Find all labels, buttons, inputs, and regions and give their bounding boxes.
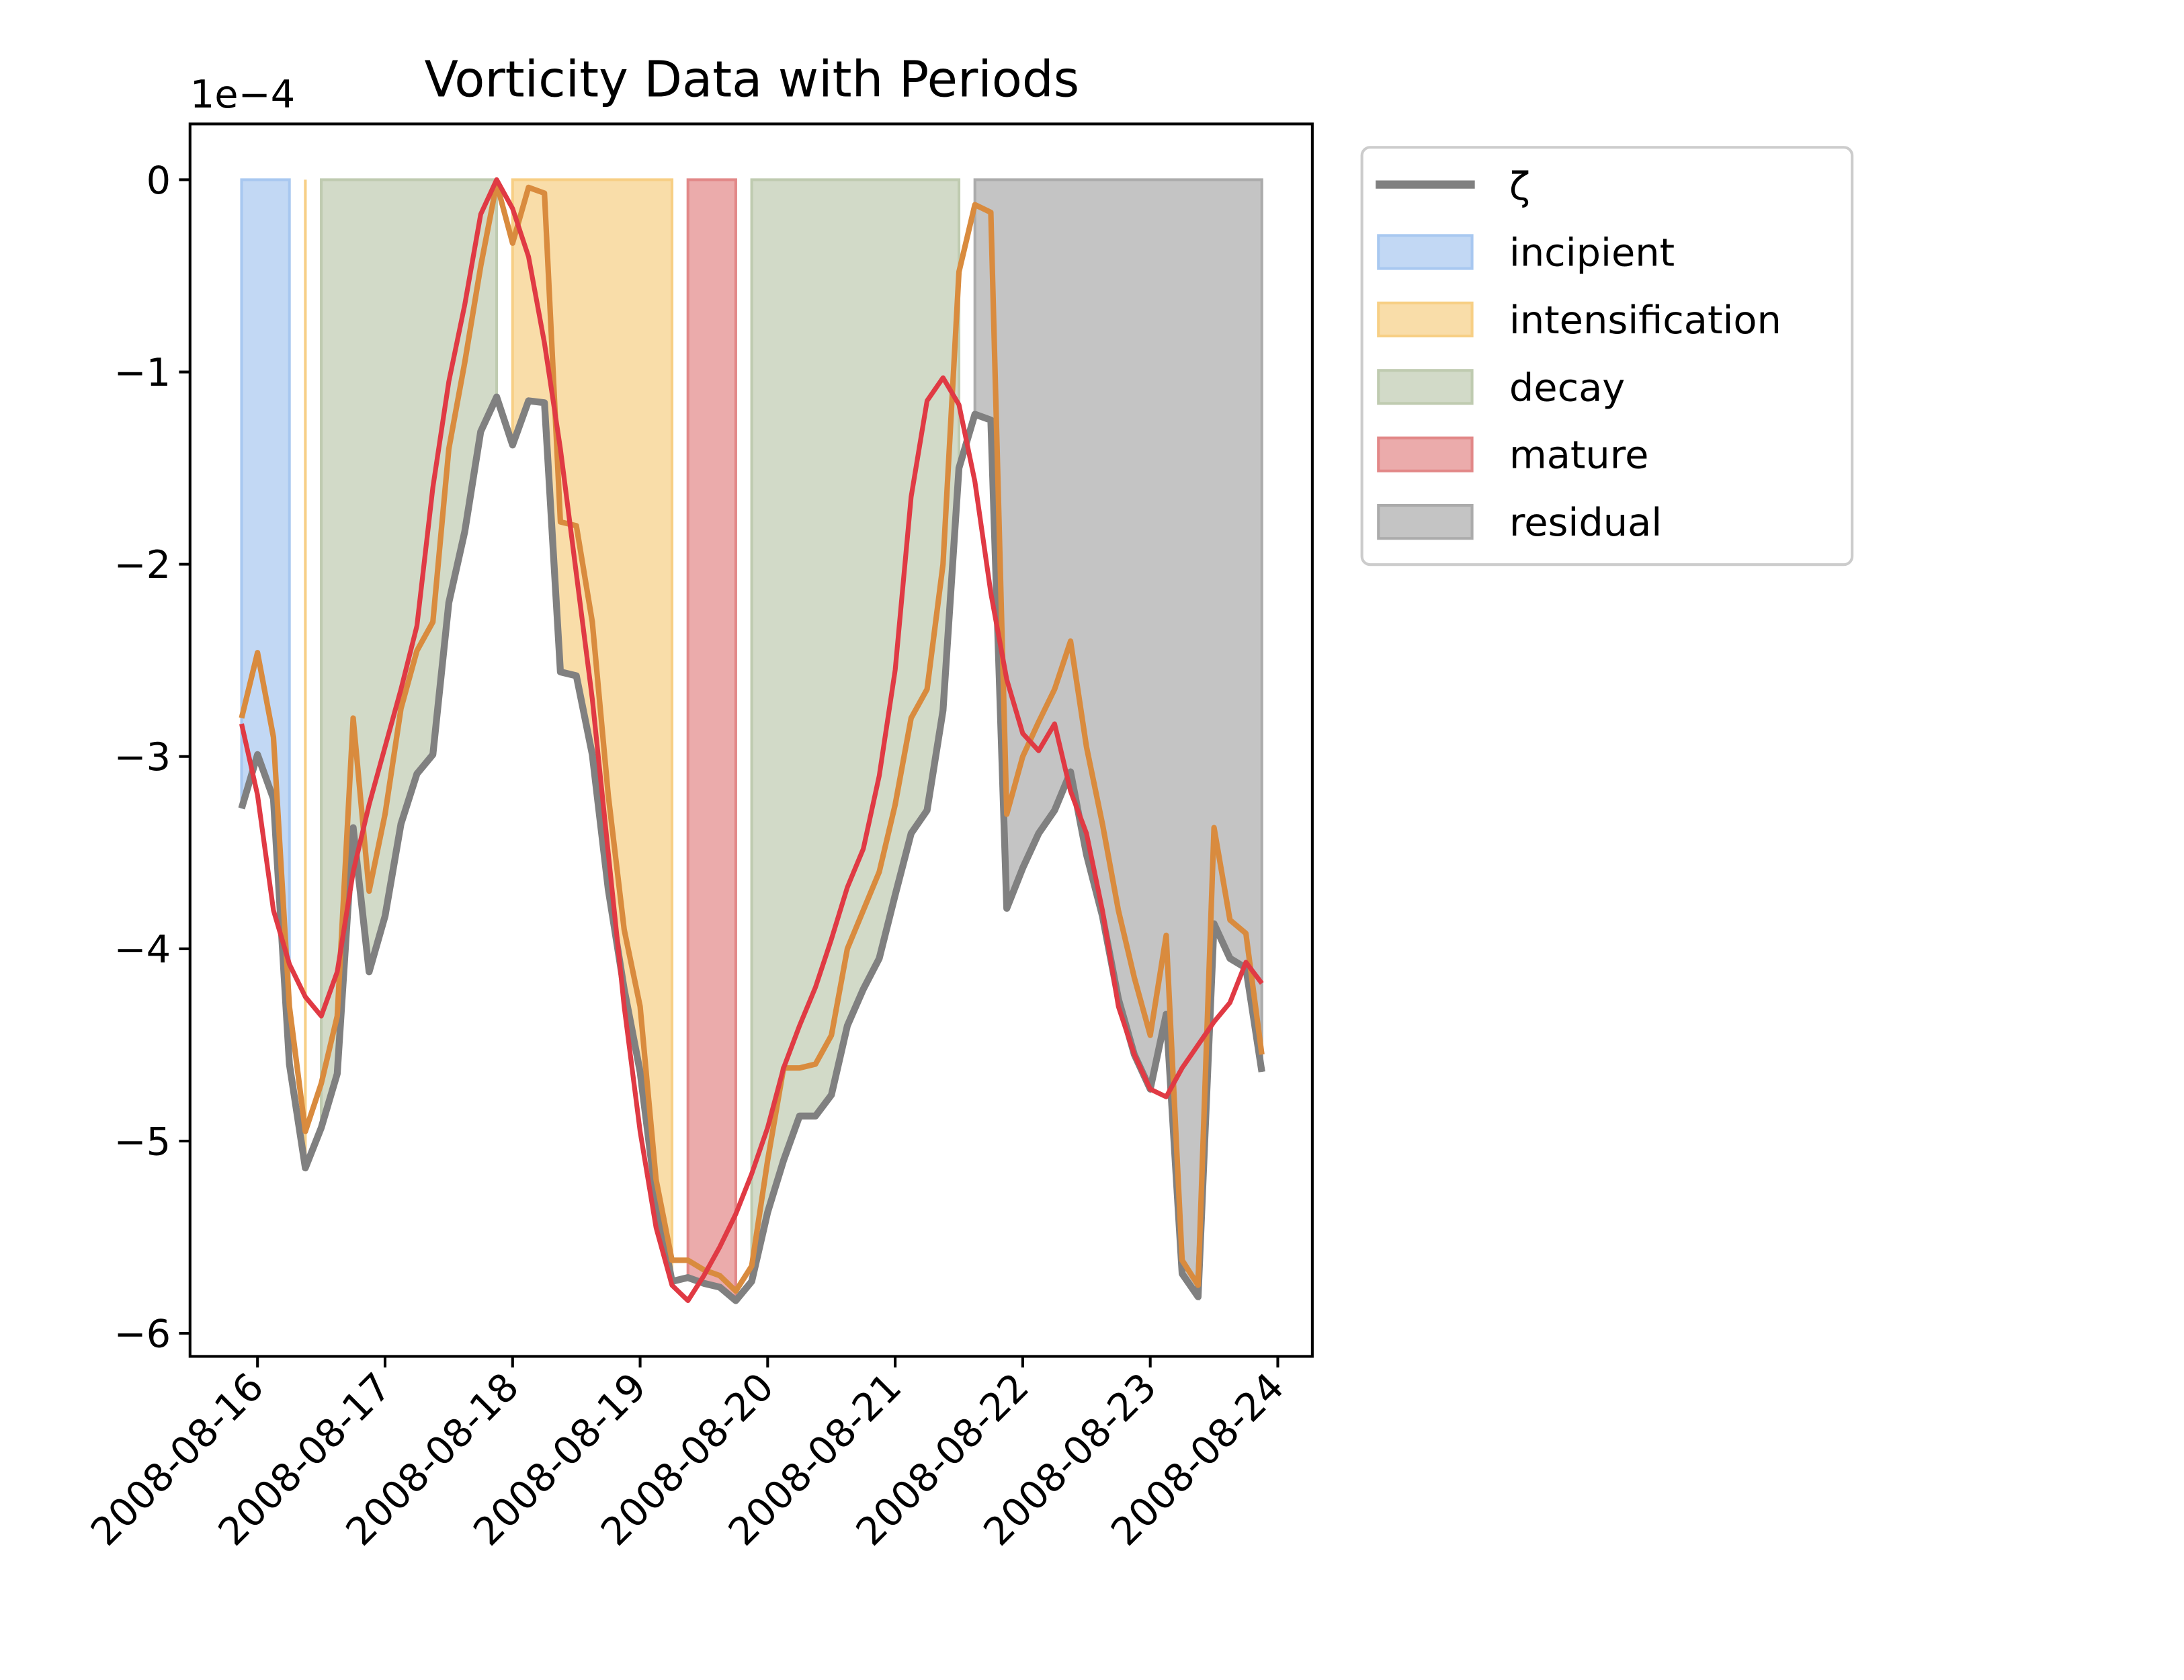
- legend-swatch: [1377, 436, 1474, 472]
- y-tick-label: −3: [114, 734, 171, 780]
- legend-label: ζ: [1509, 164, 1530, 209]
- chart-title: Vorticity Data with Periods: [425, 51, 1080, 108]
- legend-swatch: [1377, 234, 1474, 270]
- legend-label: decay: [1509, 365, 1625, 410]
- period-fill: [973, 178, 1263, 1301]
- plot-area: [238, 177, 1265, 1304]
- y-tick-label: −4: [114, 927, 171, 972]
- series-line: [238, 393, 1265, 1304]
- legend: ζ incipient intensification decay mature res…: [1360, 146, 1854, 566]
- y-tick-label: 0: [146, 158, 171, 203]
- y-offset-label: 1e−4: [190, 72, 295, 117]
- legend-label: residual: [1509, 500, 1662, 545]
- legend-label: intensification: [1509, 298, 1781, 343]
- series-line: [239, 177, 1264, 1304]
- period-fill: [686, 178, 737, 1304]
- y-tick-label: −6: [114, 1312, 171, 1357]
- legend-swatch: [1377, 369, 1474, 405]
- plot-frame: [188, 122, 1314, 1358]
- legend-swatch: [1377, 504, 1474, 540]
- y-tick-label: −2: [114, 542, 171, 587]
- y-tick-label: −5: [114, 1119, 171, 1164]
- legend-label: mature: [1509, 433, 1648, 478]
- series-line: [239, 181, 1265, 1294]
- legend-label: incipient: [1509, 230, 1675, 275]
- legend-box: [1360, 146, 1854, 566]
- period-fill: [750, 178, 961, 1282]
- legend-swatch: [1377, 301, 1474, 338]
- y-tick-label: −1: [114, 350, 171, 395]
